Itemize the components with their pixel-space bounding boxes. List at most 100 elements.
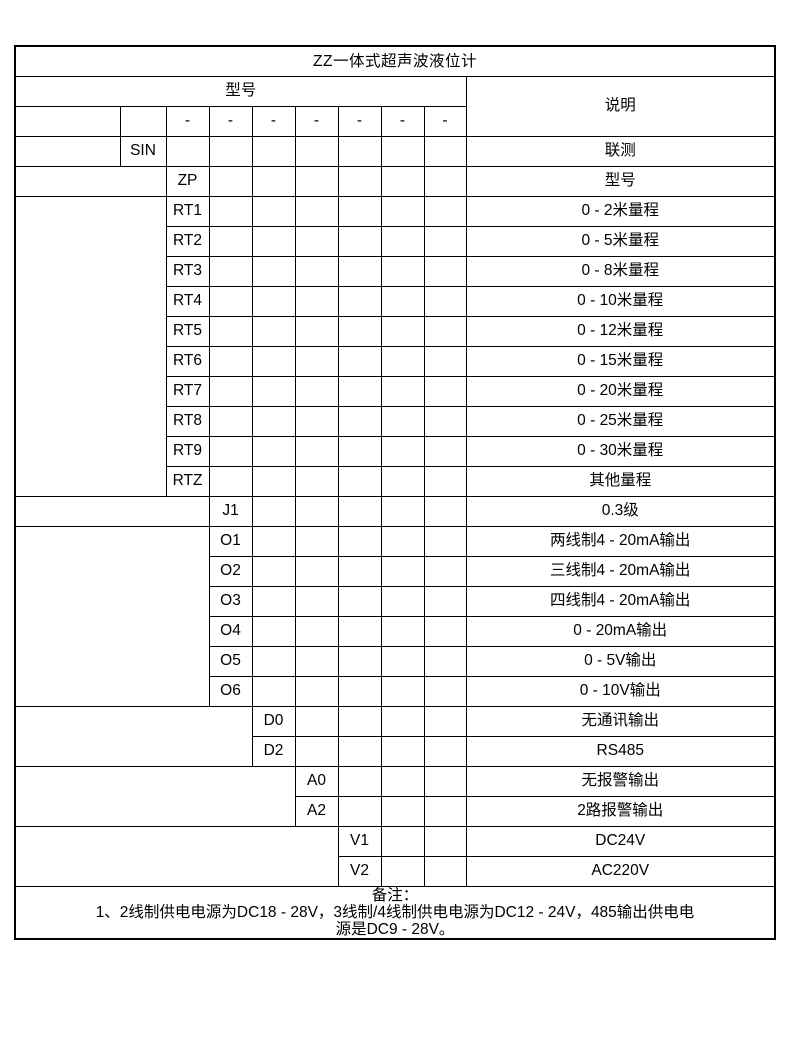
option-code-cell: RT1 xyxy=(165,195,210,227)
dash-separator-cell: - xyxy=(165,105,210,137)
option-code-cell: RT6 xyxy=(165,345,210,377)
option-code-cell: RT2 xyxy=(165,225,210,257)
empty-model-cell xyxy=(380,375,425,407)
empty-model-cell xyxy=(423,735,467,767)
empty-model-cell xyxy=(380,135,425,167)
empty-model-cell xyxy=(380,615,425,647)
table-row: 量程 RT1 0 - 2米量程 xyxy=(14,195,776,497)
notes-heading: 备注： xyxy=(371,886,419,904)
table-row: O2 三线制4 - 20mA输出 xyxy=(15,555,776,587)
empty-model-cell xyxy=(294,285,339,317)
empty-model-cell xyxy=(208,405,253,437)
empty-model-cell xyxy=(423,855,467,887)
table-row: O4 0 - 20mA输出 xyxy=(15,615,776,647)
dash-spacer-cell xyxy=(119,105,167,137)
empty-model-cell xyxy=(294,705,339,737)
option-description-cell: 2路报警输出 xyxy=(465,795,776,827)
empty-model-cell xyxy=(294,435,339,467)
product-model-selection-table: ZZ一体式超声波液位计 型号 说明 - - - - - - - 公司名称 SIN 联测 型号 ZP 型号 量程 R… xyxy=(14,45,776,940)
option-code-cell: O5 xyxy=(208,645,253,677)
empty-model-cell xyxy=(294,735,339,767)
empty-model-cell xyxy=(294,195,339,227)
option-code-cell: A2 xyxy=(294,795,339,827)
empty-model-cell xyxy=(380,735,425,767)
option-description-cell: 0.3级 xyxy=(465,495,776,527)
empty-model-cell xyxy=(251,495,296,527)
table-row: 通讯输出类型 D0 无通讯输出 xyxy=(14,705,776,767)
empty-model-cell xyxy=(251,675,296,707)
empty-model-cell xyxy=(380,465,425,497)
option-description-cell: 0 - 5V输出 xyxy=(465,645,776,677)
empty-model-cell xyxy=(423,135,467,167)
empty-model-cell xyxy=(294,555,339,587)
table-row: RT6 0 - 15米量程 xyxy=(15,345,776,377)
option-description-cell: 其他量程 xyxy=(465,465,776,497)
empty-model-cell xyxy=(337,645,382,677)
empty-model-cell xyxy=(251,285,296,317)
empty-model-cell xyxy=(423,285,467,317)
empty-model-cell xyxy=(294,375,339,407)
title-row: ZZ一体式超声波液位计 xyxy=(14,45,776,77)
dash-separator-cell: - xyxy=(294,105,339,137)
option-description-cell: 联测 xyxy=(465,135,776,167)
page-title: ZZ一体式超声波液位计 xyxy=(14,45,776,77)
empty-model-cell xyxy=(208,435,253,467)
empty-model-cell xyxy=(337,465,382,497)
option-code-cell: ZP xyxy=(165,165,210,197)
option-code-cell: O3 xyxy=(208,585,253,617)
empty-model-cell xyxy=(294,345,339,377)
empty-model-cell xyxy=(251,405,296,437)
option-description-cell: AC220V xyxy=(465,855,776,887)
empty-model-cell xyxy=(423,615,467,647)
empty-model-cell xyxy=(423,675,467,707)
option-description-cell: 两线制4 - 20mA输出 xyxy=(465,525,776,557)
empty-model-cell xyxy=(208,375,253,407)
empty-model-cell xyxy=(337,705,382,737)
empty-model-cell xyxy=(337,435,382,467)
empty-model-cell xyxy=(251,645,296,677)
empty-model-cell xyxy=(294,675,339,707)
option-description-cell: 无报警输出 xyxy=(465,765,776,797)
option-description-cell: 0 - 20mA输出 xyxy=(465,615,776,647)
empty-model-cell xyxy=(165,135,210,167)
empty-model-cell xyxy=(251,555,296,587)
empty-model-cell xyxy=(337,495,382,527)
option-code-cell: RT3 xyxy=(165,255,210,287)
dash-separator-cell: - xyxy=(208,105,253,137)
empty-model-cell xyxy=(337,285,382,317)
empty-model-cell xyxy=(380,315,425,347)
empty-model-cell xyxy=(380,255,425,287)
group-header-row: 型号 说明 xyxy=(14,75,776,137)
empty-model-cell xyxy=(337,165,382,197)
option-description-cell: 无通讯输出 xyxy=(465,705,776,737)
empty-model-cell xyxy=(208,165,253,197)
table-row: RT9 0 - 30米量程 xyxy=(15,435,776,467)
option-code-cell: O4 xyxy=(208,615,253,647)
notes-line-1b: 源是DC9 - 28V。 xyxy=(335,920,455,938)
option-description-cell: RS485 xyxy=(465,735,776,767)
empty-model-cell xyxy=(337,615,382,647)
section-label-6: 通讯输出类型 xyxy=(14,705,253,767)
option-description-cell: 0 - 30米量程 xyxy=(465,435,776,467)
empty-model-cell xyxy=(337,735,382,767)
empty-model-cell xyxy=(423,495,467,527)
empty-model-cell xyxy=(337,405,382,437)
empty-model-cell xyxy=(423,345,467,377)
empty-model-cell xyxy=(251,615,296,647)
option-description-cell: 0 - 10米量程 xyxy=(465,285,776,317)
table-row: RT4 0 - 10米量程 xyxy=(15,285,776,317)
option-code-cell: V2 xyxy=(337,855,382,887)
description-column-header: 说明 xyxy=(465,75,776,137)
section-label-4: 精度等级 xyxy=(14,495,210,527)
option-code-cell: D0 xyxy=(251,705,296,737)
section-label-1: 公司名称 xyxy=(14,135,121,167)
option-code-cell: RT8 xyxy=(165,405,210,437)
table-row: RT2 0 - 5米量程 xyxy=(15,225,776,257)
empty-model-cell xyxy=(380,645,425,677)
empty-model-cell xyxy=(380,855,425,887)
empty-model-cell xyxy=(380,675,425,707)
empty-model-cell xyxy=(423,795,467,827)
notes-line-1a: 1、2线制供电电源为DC18 - 28V，3线制/4线制供电电源为DC12 - … xyxy=(95,903,695,921)
empty-model-cell xyxy=(208,255,253,287)
empty-model-cell xyxy=(337,315,382,347)
